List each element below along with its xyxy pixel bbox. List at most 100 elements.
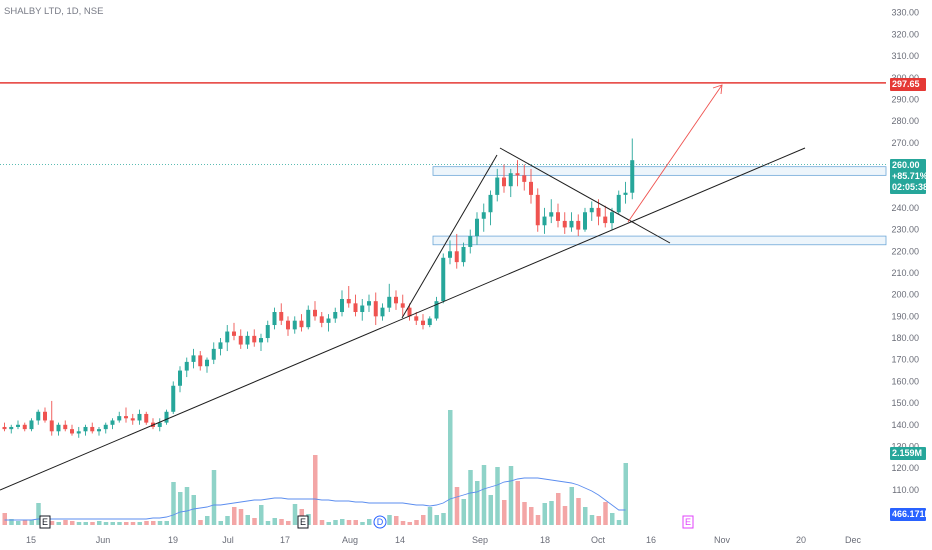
x-axis: 15 Jun 19 Jul 17 Aug 14 Sep 18 Oct 16 Nov 20 Dec <box>26 535 862 545</box>
candle <box>164 409 169 425</box>
candle-body <box>367 301 371 306</box>
volume-bar <box>340 519 345 525</box>
candle <box>576 214 581 237</box>
candle-body <box>245 335 250 345</box>
candle <box>319 312 324 328</box>
volume-bar <box>360 522 365 525</box>
candle <box>144 411 149 425</box>
volume-bar <box>211 470 217 525</box>
y-tick-label: 300.00 <box>891 73 919 83</box>
volume-bar <box>481 465 487 525</box>
candle <box>9 424 14 434</box>
candle-body <box>400 303 405 308</box>
x-tick-label: 17 <box>280 535 290 545</box>
candle-body <box>225 331 230 343</box>
candle-body <box>178 370 182 386</box>
candle-body <box>454 251 459 263</box>
candle-body <box>137 413 142 421</box>
candle <box>380 303 385 321</box>
candle <box>232 322 236 341</box>
candle <box>218 338 223 356</box>
volume-bar <box>508 466 514 525</box>
candle <box>286 316 290 336</box>
y-tick-label: 110.00 <box>892 485 919 495</box>
x-tick-label: 19 <box>168 535 178 545</box>
volume-bar <box>22 520 28 525</box>
candle <box>70 424 74 436</box>
volume-bar <box>515 481 520 525</box>
volume-bar <box>313 455 318 525</box>
candle <box>171 381 176 414</box>
volume-bar <box>171 482 176 525</box>
volume-bar <box>117 522 122 525</box>
volume-bar <box>252 518 257 525</box>
candle <box>272 307 277 330</box>
candle <box>373 292 378 326</box>
candle <box>481 203 486 232</box>
candle-body <box>130 418 135 421</box>
candle <box>414 312 419 326</box>
volume-bar <box>151 521 156 525</box>
volume-bar <box>421 515 426 525</box>
candle-body <box>164 411 169 423</box>
volume-bar <box>427 507 433 525</box>
x-tick-label: 14 <box>395 535 405 545</box>
volume-bar <box>596 516 601 525</box>
candle-body <box>2 426 7 430</box>
candle <box>367 294 371 313</box>
candle-body <box>475 218 479 237</box>
candle-body <box>468 236 473 247</box>
candle <box>137 409 142 425</box>
candle-body <box>502 177 506 187</box>
candle <box>400 294 405 317</box>
candle-body <box>265 325 270 339</box>
y-tick-label: 140.00 <box>891 420 919 430</box>
earnings-upcoming-label: E <box>685 517 691 527</box>
candle <box>117 411 122 423</box>
candle <box>535 188 540 232</box>
candles <box>2 138 635 438</box>
volume-bar <box>110 522 115 525</box>
x-tick-label: 15 <box>26 535 36 545</box>
candle-body <box>583 212 587 230</box>
candle <box>630 138 635 200</box>
candle <box>56 422 61 436</box>
candle <box>529 168 533 204</box>
candle-body <box>387 296 392 308</box>
candle-body <box>427 318 432 326</box>
y-tick-label: 200.00 <box>891 290 919 300</box>
volume-bar <box>454 487 460 525</box>
trendline-ascending-support <box>0 147 806 491</box>
volume-bar <box>434 515 439 525</box>
candle <box>475 212 479 245</box>
candle-body <box>76 431 81 434</box>
volume-bar <box>535 515 541 525</box>
candle <box>265 320 270 343</box>
candle-body <box>515 173 520 176</box>
volume-bar <box>16 521 21 525</box>
earnings-upcoming-marker <box>682 515 694 529</box>
candle <box>610 207 614 230</box>
volume-bar <box>468 470 473 525</box>
y-tick-label: 130.00 <box>891 441 919 451</box>
candle-body <box>461 246 466 263</box>
volume-bar <box>529 507 534 525</box>
x-tick-label: Nov <box>714 535 731 545</box>
candle-body <box>353 303 358 313</box>
candle <box>22 422 27 432</box>
volume-bar <box>265 521 271 525</box>
candle <box>198 351 203 371</box>
candle-body <box>569 220 574 228</box>
candle-body <box>306 309 311 328</box>
candle-body <box>299 320 304 328</box>
candle-body <box>124 416 128 419</box>
volume-bar <box>623 463 628 525</box>
candle <box>441 253 446 304</box>
candle-body <box>333 312 338 319</box>
volume-bar <box>198 520 203 525</box>
candle <box>448 240 452 265</box>
candle-body <box>603 216 608 224</box>
x-tick-label: 20 <box>796 535 806 545</box>
